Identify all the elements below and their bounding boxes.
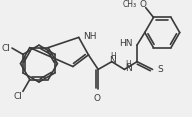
Text: H: H [110,52,116,61]
Text: HN: HN [120,39,133,48]
Text: CH₃: CH₃ [123,0,137,9]
Text: Cl: Cl [13,92,22,101]
Text: H: H [125,60,131,69]
Text: O: O [139,0,146,9]
Text: N: N [125,64,132,73]
Text: O: O [94,94,101,103]
Text: Cl: Cl [1,44,10,53]
Text: N: N [109,56,116,65]
Text: S: S [157,65,163,74]
Text: NH: NH [84,32,97,41]
